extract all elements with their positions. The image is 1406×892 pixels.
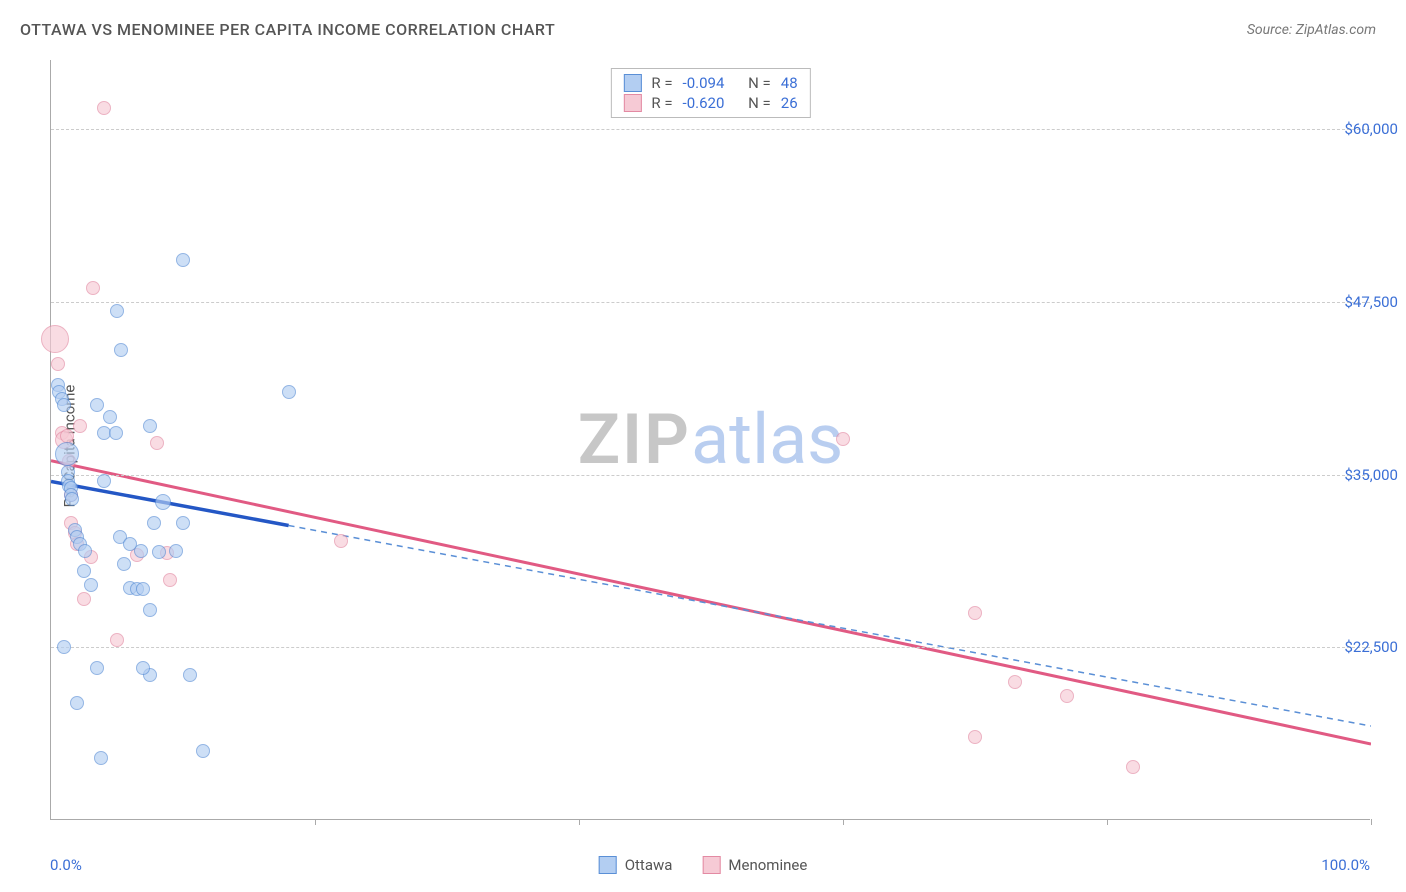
swatch-ottawa — [623, 74, 641, 92]
x-tick-mark — [843, 819, 844, 825]
menominee-point — [77, 592, 91, 606]
n-label: N = — [748, 74, 771, 92]
ottawa-point — [143, 419, 157, 433]
x-tick-mark — [1107, 819, 1108, 825]
legend-label-menominee: Menominee — [728, 856, 807, 874]
chart-source: Source: ZipAtlas.com — [1247, 22, 1376, 38]
ottawa-point — [152, 545, 166, 559]
menominee-n-value: 26 — [781, 94, 798, 112]
ottawa-point — [169, 544, 183, 558]
ottawa-point — [90, 398, 104, 412]
menominee-point — [968, 606, 982, 620]
ottawa-point — [176, 253, 190, 267]
swatch-menominee — [623, 94, 641, 112]
ottawa-r-value: -0.094 — [683, 74, 725, 92]
ottawa-point — [103, 410, 117, 424]
x-axis-max-label: 100.0% — [1321, 856, 1370, 874]
ottawa-point — [183, 668, 197, 682]
ottawa-point — [117, 557, 131, 571]
ottawa-point — [94, 751, 108, 765]
ottawa-point — [78, 544, 92, 558]
gridline — [51, 302, 1370, 303]
menominee-r-value: -0.620 — [683, 94, 725, 112]
y-tick-labels: $22,500 $35,000 $47,500 $60,000 — [1318, 60, 1398, 820]
menominee-point — [836, 432, 850, 446]
x-tick-mark — [315, 819, 316, 825]
ottawa-n-value: 48 — [781, 74, 798, 92]
r-label: R = — [651, 74, 672, 92]
stat-row-menominee: R = -0.620 N = 26 — [623, 93, 797, 113]
ottawa-point — [65, 492, 79, 506]
watermark: ZIPatlas — [578, 399, 844, 481]
menominee-point — [86, 281, 100, 295]
r-label: R = — [651, 94, 672, 112]
y-tick-label: $22,500 — [1344, 638, 1398, 656]
trendlines-svg — [51, 60, 1371, 820]
watermark-zip: ZIP — [578, 399, 691, 481]
x-axis-min-label: 0.0% — [50, 856, 82, 874]
legend-item-ottawa: Ottawa — [599, 856, 673, 874]
ottawa-point — [176, 516, 190, 530]
menominee-point — [41, 325, 69, 353]
ottawa-point — [97, 474, 111, 488]
ottawa-point — [136, 661, 150, 675]
ottawa-point — [114, 343, 128, 357]
menominee-point — [51, 357, 65, 371]
bottom-legend: Ottawa Menominee — [599, 856, 808, 874]
ottawa-point — [136, 582, 150, 596]
menominee-point — [968, 730, 982, 744]
stat-legend: R = -0.094 N = 48 R = -0.620 N = 26 — [610, 68, 810, 118]
chart-container: OTTAWA VS MENOMINEE PER CAPITA INCOME CO… — [0, 0, 1406, 892]
menominee-point — [60, 429, 74, 443]
ottawa-point — [84, 578, 98, 592]
gridline — [51, 647, 1370, 648]
menominee-point — [334, 534, 348, 548]
swatch-ottawa — [599, 856, 617, 874]
x-tick-mark — [579, 819, 580, 825]
menominee-point — [97, 101, 111, 115]
ottawa-point — [57, 398, 71, 412]
ottawa-point — [134, 544, 148, 558]
ottawa-point — [282, 385, 296, 399]
y-tick-label: $47,500 — [1344, 293, 1398, 311]
legend-item-menominee: Menominee — [702, 856, 807, 874]
plot-area: ZIPatlas R = -0.094 N = 48 R = -0.620 N … — [50, 60, 1370, 820]
y-tick-label: $35,000 — [1344, 466, 1398, 484]
ottawa-point — [155, 494, 171, 510]
ottawa-point — [55, 442, 79, 466]
ottawa-point — [77, 564, 91, 578]
chart-title: OTTAWA VS MENOMINEE PER CAPITA INCOME CO… — [20, 20, 555, 39]
ottawa-point — [147, 516, 161, 530]
gridline — [51, 475, 1370, 476]
n-label: N = — [748, 94, 771, 112]
menominee-point — [1060, 689, 1074, 703]
ottawa-point — [110, 304, 124, 318]
menominee-point — [150, 436, 164, 450]
y-tick-label: $60,000 — [1344, 120, 1398, 138]
ottawa-point — [90, 661, 104, 675]
ottawa-point — [70, 696, 84, 710]
legend-label-ottawa: Ottawa — [625, 856, 673, 874]
menominee-point — [73, 419, 87, 433]
menominee-point — [1008, 675, 1022, 689]
ottawa-point — [196, 744, 210, 758]
gridline — [51, 129, 1370, 130]
ottawa-point — [143, 603, 157, 617]
ottawa-point — [57, 640, 71, 654]
menominee-point — [110, 633, 124, 647]
menominee-point — [1126, 760, 1140, 774]
swatch-menominee — [702, 856, 720, 874]
menominee-point — [163, 573, 177, 587]
watermark-atlas: atlas — [691, 399, 843, 481]
stat-row-ottawa: R = -0.094 N = 48 — [623, 73, 797, 93]
ottawa-point — [109, 426, 123, 440]
